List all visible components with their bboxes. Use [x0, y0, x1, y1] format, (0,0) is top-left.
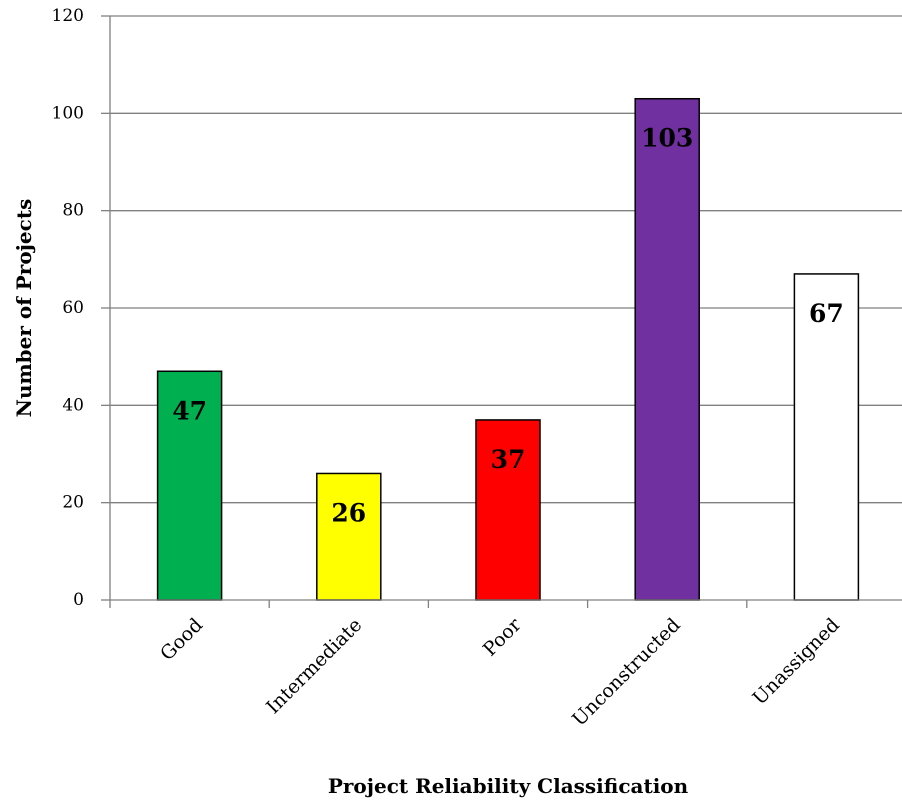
x-tick-label: Poor: [479, 613, 526, 660]
y-tick-label: 120: [52, 6, 84, 26]
x-tick-labels: Good Intermediate Poor Unconstructed Unassig…: [156, 613, 844, 730]
x-tick-label: Unconstructed: [568, 614, 685, 731]
bar-unconstructed: [634, 97, 700, 601]
bar-poor: [475, 419, 541, 601]
data-label: 67: [809, 299, 844, 328]
bar-intermediate: [316, 472, 382, 601]
data-label: 103: [641, 124, 693, 153]
y-tick-label: 100: [52, 103, 84, 123]
y-tick-label: 80: [62, 201, 84, 221]
data-labels: 47 26 37 103 67: [172, 124, 844, 528]
data-label: 26: [331, 498, 366, 527]
x-tick-label: Good: [156, 614, 207, 665]
y-tick-labels: 0 20 40 60 80 100 120: [52, 6, 84, 610]
y-tick-label: 40: [62, 395, 84, 415]
bars: [156, 97, 860, 601]
y-tick-label: 0: [73, 590, 84, 610]
x-tick-label: Intermediate: [262, 614, 366, 718]
y-tick-label: 60: [62, 298, 84, 318]
data-label: 47: [172, 396, 207, 425]
gridlines: [110, 15, 902, 504]
x-tick-label: Unassigned: [748, 614, 843, 709]
data-label: 37: [491, 445, 526, 474]
y-tick-label: 20: [62, 493, 84, 513]
bar-unassigned: [793, 273, 860, 601]
axes: [101, 15, 902, 608]
y-axis-title: Number of Projects: [12, 199, 36, 418]
x-axis-title: Project Reliability Classification: [328, 774, 689, 798]
